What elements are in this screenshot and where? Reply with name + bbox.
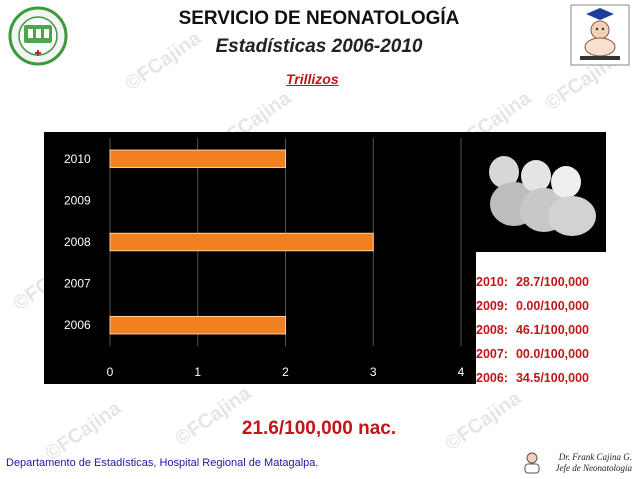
x-tick-label: 3 (370, 365, 377, 379)
page-title: SERVICIO DE NEONATOLOGÍA (178, 8, 460, 29)
rate-row: 2010: 28.7/100,000 (476, 275, 589, 289)
hospital-seal-logo (8, 6, 68, 66)
bar-2006 (109, 315, 286, 335)
page-subtitle: Estadísticas 2006-2010 (215, 36, 423, 57)
x-tick-label: 4 (458, 365, 465, 379)
triplets-photo (474, 132, 606, 252)
doctor-icon (524, 452, 540, 474)
y-tick-label: 2006 (64, 318, 91, 332)
signature: Dr. Frank Cajina G. Jefe de Neonatología (524, 452, 632, 474)
x-tick-label: 1 (194, 365, 201, 379)
y-tick-label: 2007 (64, 277, 91, 291)
y-tick-label: 2010 (64, 152, 91, 166)
rate-row: 2006: 34.5/100,000 (476, 371, 589, 385)
y-tick-label: 2009 (64, 193, 91, 207)
neonatology-service-logo (570, 4, 630, 66)
total-rate: 21.6/100,000 nac. (241, 418, 397, 439)
bar-chart: 0 1 2 3 4 2006 2007 2008 2009 2010 (44, 132, 476, 384)
section-label: Trillizos (286, 71, 339, 87)
footer-department: Departamento de Estadísticas, Hospital R… (6, 457, 319, 469)
rate-row: 2009: 0.00/100,000 (476, 299, 589, 313)
signature-name: Dr. Frank Cajina G. (558, 452, 632, 462)
watermark: ©FCajina (171, 382, 256, 451)
y-tick-label: 2008 (64, 235, 91, 249)
bar-2010 (109, 149, 286, 169)
x-tick-label: 0 (107, 365, 114, 379)
signature-role: Jefe de Neonatología (555, 463, 632, 473)
x-tick-label: 2 (282, 365, 289, 379)
rate-row: 2007: 00.0/100,000 (476, 347, 589, 361)
rates-list: 2010: 28.7/100,000 2009: 0.00/100,000 2008… (476, 270, 616, 390)
bar-2008 (109, 232, 374, 252)
rate-row: 2008: 46.1/100,000 (476, 323, 589, 337)
